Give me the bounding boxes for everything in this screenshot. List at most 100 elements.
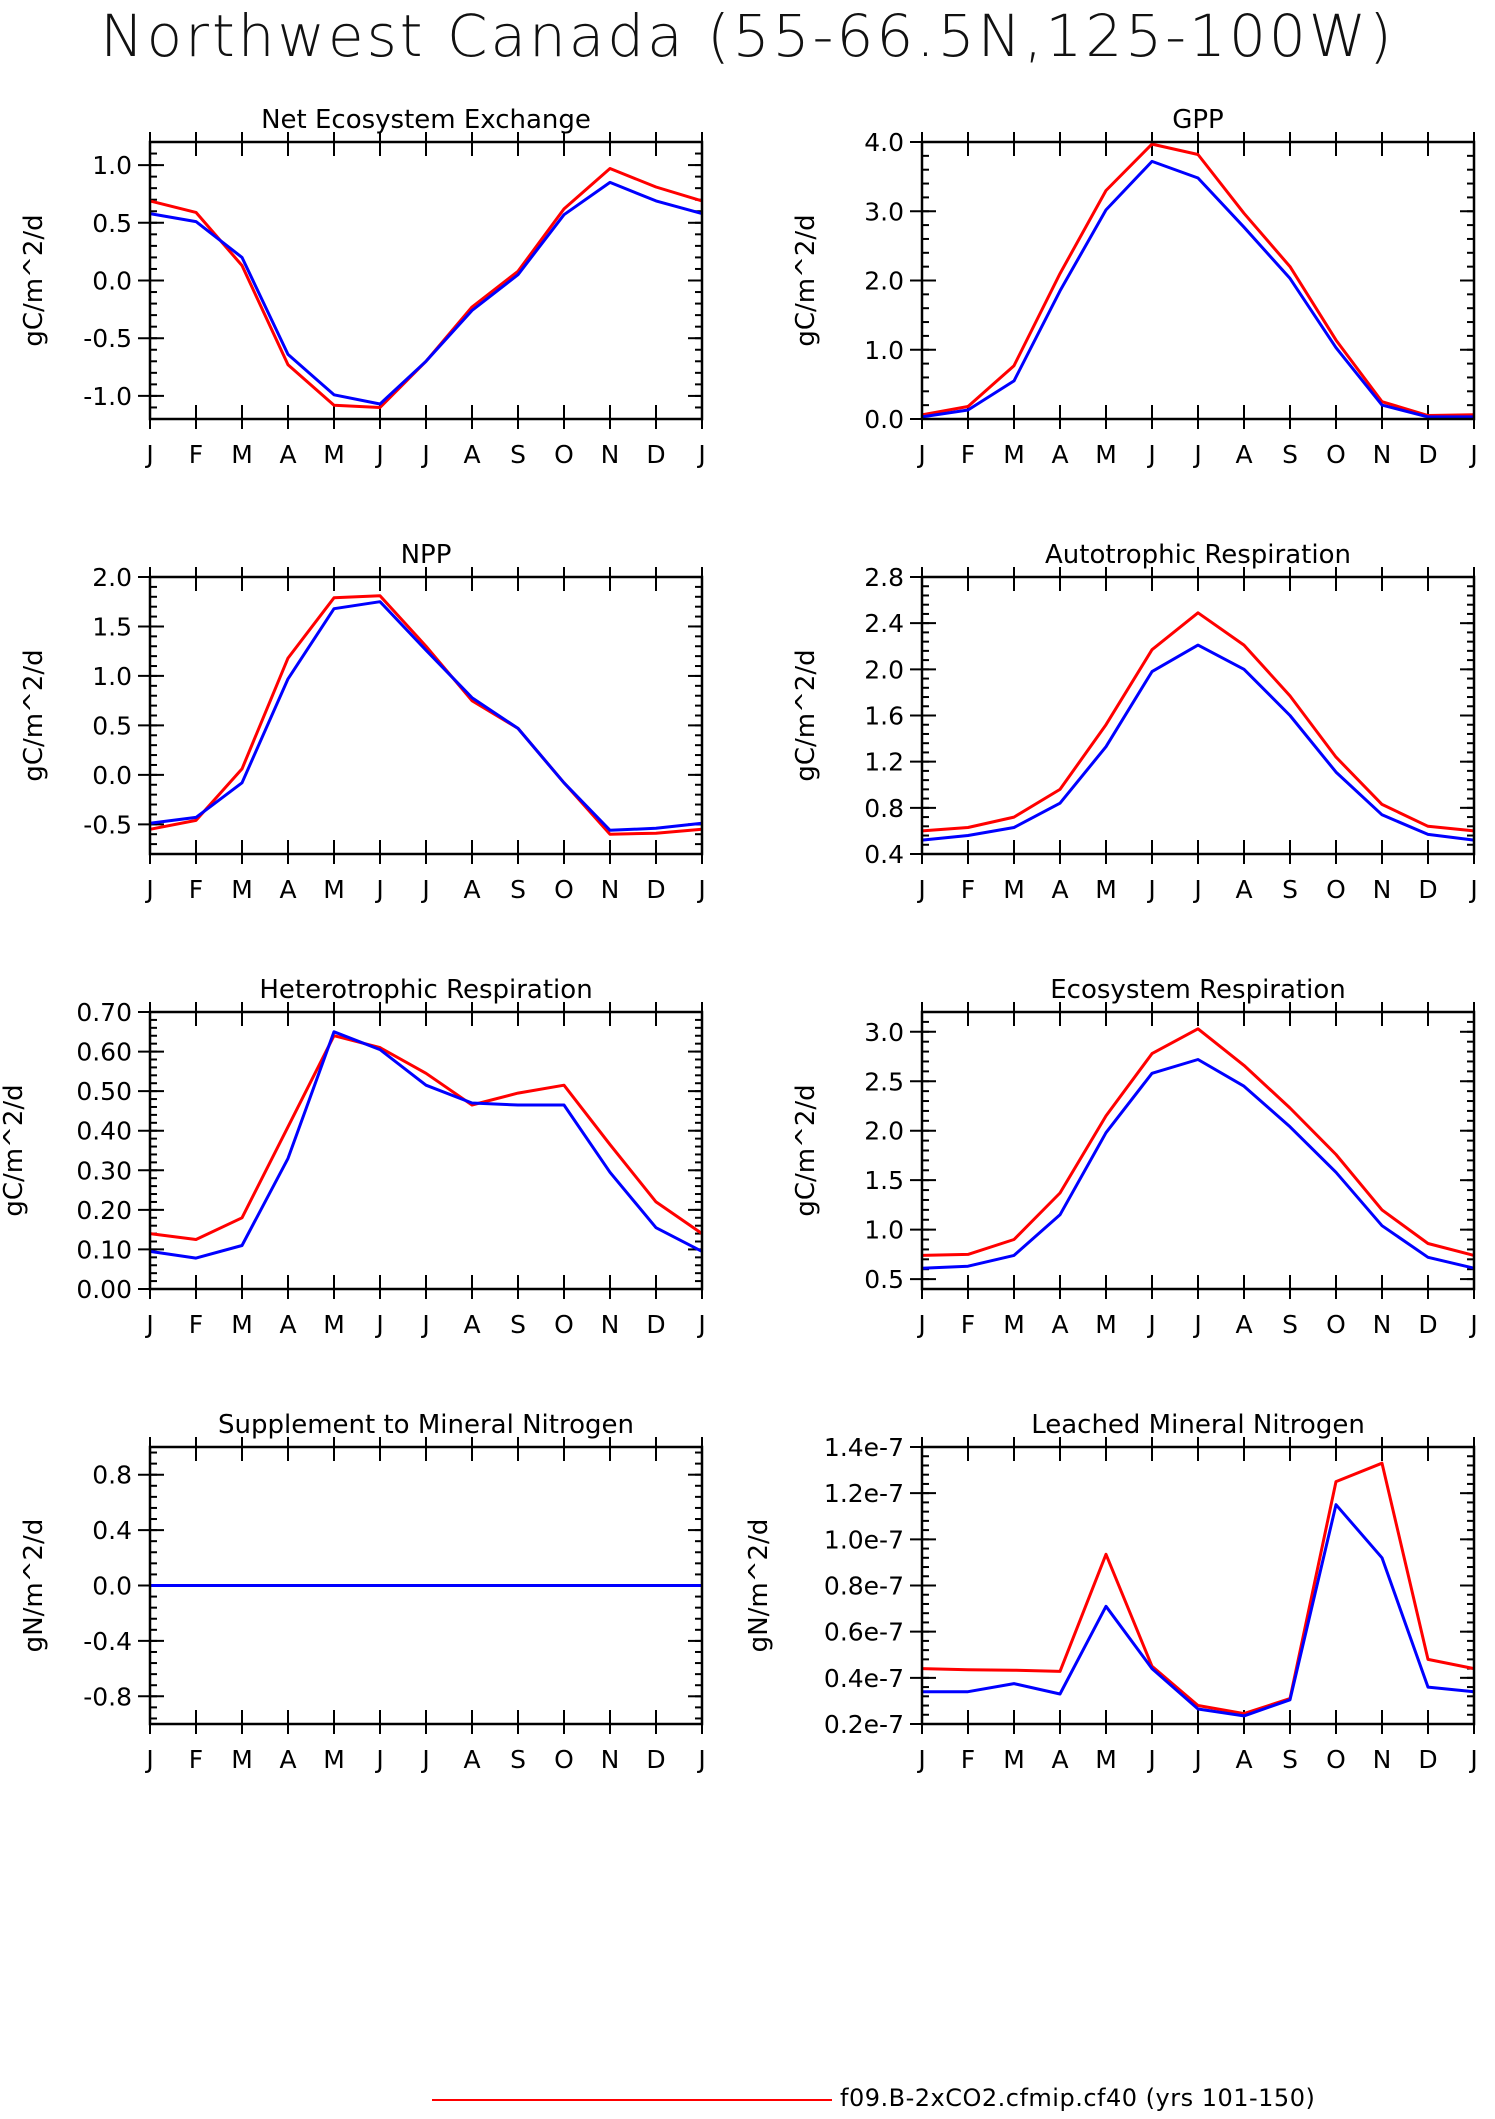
x-tick-label: J bbox=[144, 1745, 153, 1774]
x-tick-label: A bbox=[279, 1745, 296, 1774]
x-tick-label: D bbox=[1418, 1310, 1437, 1339]
y-axis-label: gC/m^2/d bbox=[0, 1084, 29, 1216]
x-tick-label: M bbox=[231, 1310, 253, 1339]
x-tick-label: J bbox=[1192, 1310, 1201, 1339]
x-tick-label: M bbox=[1095, 440, 1117, 469]
x-tick-label: J bbox=[1192, 875, 1201, 904]
chart-title: Net Ecosystem Exchange bbox=[261, 105, 591, 135]
x-tick-label: J bbox=[916, 1745, 925, 1774]
plot-frame bbox=[148, 1010, 704, 1291]
x-tick-label: O bbox=[1326, 1745, 1346, 1774]
chart-title: NPP bbox=[401, 540, 452, 570]
x-tick-label: F bbox=[961, 1310, 975, 1339]
x-tick-label: J bbox=[420, 1745, 429, 1774]
y-tick-label: 0.00 bbox=[76, 1275, 132, 1304]
series-line-blue bbox=[149, 180, 703, 406]
x-tick-label: M bbox=[1003, 1745, 1025, 1774]
x-tick-label: J bbox=[374, 875, 383, 904]
y-tick-label: 1.2 bbox=[864, 748, 904, 777]
x-tick-label: J bbox=[1192, 440, 1201, 469]
series-line-blue bbox=[921, 1058, 1475, 1270]
x-tick-label: N bbox=[1373, 875, 1392, 904]
y-tick-label: 0.0 bbox=[864, 405, 904, 434]
x-tick-label: N bbox=[1373, 440, 1392, 469]
y-tick-label: 0.0 bbox=[92, 267, 132, 296]
x-tick-label: A bbox=[463, 1745, 480, 1774]
y-tick-label: 0.5 bbox=[92, 711, 132, 740]
y-tick-label: 3.0 bbox=[864, 197, 904, 226]
y-axis-label: gC/m^2/d bbox=[791, 214, 821, 346]
x-tick-label: M bbox=[1095, 1745, 1117, 1774]
plot-frame bbox=[920, 1010, 1476, 1291]
y-axis-label: gC/m^2/d bbox=[19, 214, 49, 346]
y-tick-label: 0.4e-7 bbox=[824, 1664, 904, 1693]
y-tick-label: 3.0 bbox=[864, 1018, 904, 1047]
y-tick-label: 0.30 bbox=[76, 1156, 132, 1185]
y-tick-label: 1.0 bbox=[92, 662, 132, 691]
series-line-blue bbox=[921, 643, 1475, 842]
x-tick-label: J bbox=[1146, 440, 1155, 469]
y-tick-label: 0.20 bbox=[76, 1196, 132, 1225]
x-tick-label: S bbox=[510, 875, 526, 904]
x-tick-label: J bbox=[696, 875, 705, 904]
chart-panel-net-ecosystem-exchange: Net Ecosystem Exchange gC/m^2/d -1.0 -0.5 0.… bbox=[19, 105, 706, 469]
x-tick-label: D bbox=[1418, 440, 1437, 469]
legend-line-swatch bbox=[432, 2099, 832, 2101]
y-tick-label: 2.0 bbox=[92, 563, 132, 592]
y-tick-label: 0.5 bbox=[92, 209, 132, 238]
x-tick-label: A bbox=[463, 875, 480, 904]
x-tick-label: J bbox=[1146, 1745, 1155, 1774]
y-tick-label: 0.6e-7 bbox=[824, 1618, 904, 1647]
x-tick-label: A bbox=[1051, 875, 1068, 904]
y-tick-label: 0.0 bbox=[92, 761, 132, 790]
x-tick-label: M bbox=[1095, 1310, 1117, 1339]
x-tick-label: M bbox=[323, 1745, 345, 1774]
y-tick-label: 0.2e-7 bbox=[824, 1710, 904, 1739]
y-axis-label: gC/m^2/d bbox=[19, 649, 49, 781]
y-tick-label: 1.5 bbox=[92, 612, 132, 641]
y-tick-label: 0.8 bbox=[864, 794, 904, 823]
x-tick-label: M bbox=[231, 875, 253, 904]
x-tick-label: J bbox=[696, 1310, 705, 1339]
x-tick-label: F bbox=[961, 440, 975, 469]
x-tick-label: F bbox=[189, 1310, 203, 1339]
y-tick-label: -0.5 bbox=[83, 810, 132, 839]
x-tick-label: J bbox=[1146, 875, 1155, 904]
chart-panel-leached-mineral-nitrogen: Leached Mineral Nitrogen gN/m^2/d 0.2e-7 0.… bbox=[744, 1410, 1478, 1774]
y-tick-label: 0.70 bbox=[76, 998, 132, 1027]
series-line-red bbox=[149, 594, 703, 836]
x-tick-label: M bbox=[231, 440, 253, 469]
y-axis-label: gC/m^2/d bbox=[791, 1084, 821, 1216]
y-tick-label: 2.4 bbox=[864, 609, 904, 638]
x-tick-label: O bbox=[1326, 1310, 1346, 1339]
plot-frame bbox=[148, 575, 704, 856]
x-tick-label: O bbox=[1326, 875, 1346, 904]
x-tick-label: A bbox=[279, 440, 296, 469]
chart-title: Supplement to Mineral Nitrogen bbox=[218, 1410, 634, 1440]
y-tick-label: 0.4 bbox=[92, 1516, 132, 1545]
x-tick-label: M bbox=[1003, 440, 1025, 469]
x-tick-label: J bbox=[420, 440, 429, 469]
x-tick-label: N bbox=[601, 440, 620, 469]
x-tick-label: D bbox=[646, 875, 665, 904]
y-tick-label: 0.60 bbox=[76, 1038, 132, 1067]
x-tick-label: A bbox=[1235, 1310, 1252, 1339]
y-tick-label: 2.0 bbox=[864, 1117, 904, 1146]
x-tick-label: J bbox=[1468, 875, 1477, 904]
x-tick-label: J bbox=[420, 1310, 429, 1339]
x-tick-label: D bbox=[1418, 1745, 1437, 1774]
series-line-red bbox=[921, 1461, 1475, 1716]
x-tick-label: M bbox=[1095, 875, 1117, 904]
x-tick-label: O bbox=[554, 1310, 574, 1339]
x-tick-label: D bbox=[646, 1310, 665, 1339]
x-tick-label: J bbox=[696, 1745, 705, 1774]
x-tick-label: M bbox=[323, 1310, 345, 1339]
series-line-red bbox=[149, 167, 703, 409]
y-tick-label: 1.0 bbox=[92, 151, 132, 180]
x-tick-label: J bbox=[696, 440, 705, 469]
x-tick-label: N bbox=[601, 1310, 620, 1339]
x-tick-label: N bbox=[601, 875, 620, 904]
x-tick-label: F bbox=[189, 1745, 203, 1774]
series-line-red bbox=[921, 611, 1475, 833]
